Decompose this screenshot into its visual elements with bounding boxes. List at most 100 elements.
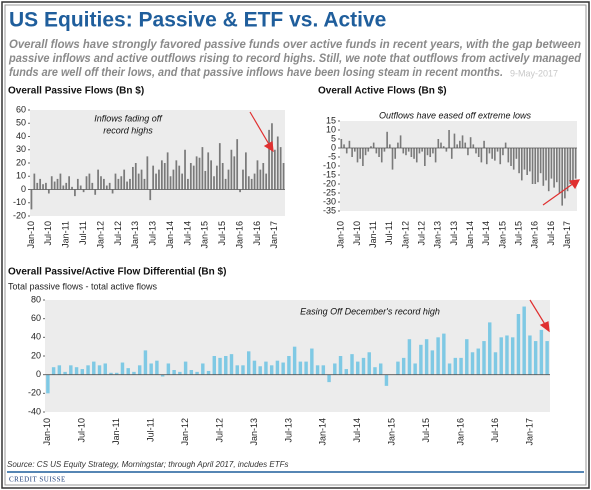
bar [507, 148, 510, 163]
bar [419, 344, 423, 375]
bar [426, 148, 429, 156]
bar [91, 182, 94, 190]
y-tick-label: 10 [326, 124, 336, 134]
bar [488, 322, 492, 375]
bar [292, 346, 297, 375]
bar [172, 169, 175, 190]
bar [76, 178, 79, 190]
x-tick-label: Jul-11 [146, 418, 156, 442]
bar [86, 365, 90, 375]
bar [264, 361, 268, 375]
bar [210, 160, 212, 190]
bar [195, 156, 198, 190]
bar [85, 176, 88, 190]
bar [169, 176, 172, 190]
x-tick-label: Jan-13 [433, 221, 443, 249]
x-tick-label: Jul-13 [148, 221, 158, 246]
bar [140, 169, 143, 190]
x-tick-label: Jan-11 [368, 221, 378, 248]
bar [146, 156, 149, 190]
bar [389, 144, 391, 148]
bar [545, 148, 547, 181]
plot-area [30, 110, 285, 216]
bar [315, 365, 320, 375]
bar [384, 374, 389, 386]
y-tick-label: -10 [13, 197, 26, 207]
bar [178, 371, 182, 375]
bar [456, 144, 458, 148]
x-tick-label: Jul-11 [78, 221, 88, 245]
bar [253, 173, 256, 190]
bar [36, 182, 39, 190]
bar [516, 314, 521, 375]
x-tick-label: Jul-15 [421, 418, 431, 443]
bar [436, 337, 440, 375]
chart-title: Overall Passive Flows (Bn $) [8, 86, 144, 97]
x-tick-label: Jan-16 [455, 418, 465, 446]
bar [413, 148, 415, 159]
x-tick-label: Jan-17 [562, 221, 572, 249]
bar [442, 146, 445, 148]
bar [212, 356, 217, 375]
bar [515, 148, 518, 159]
bar [504, 142, 507, 148]
bar [340, 139, 343, 148]
y-tick-label: -15 [323, 169, 336, 179]
y-tick-label: 0 [21, 184, 26, 194]
bar [410, 148, 413, 157]
bar [247, 351, 251, 375]
bar [236, 139, 239, 190]
y-tick-label: -40 [28, 406, 41, 416]
x-tick-label: Jan-16 [234, 221, 244, 249]
x-tick-label: Jan-15 [387, 418, 397, 446]
bar [134, 163, 137, 190]
bar [528, 335, 532, 375]
y-tick-label: 50 [16, 118, 26, 128]
bar [391, 148, 394, 170]
y-tick-label: 20 [31, 350, 41, 360]
x-tick-label: Jan-17 [269, 221, 279, 249]
bar [250, 178, 253, 190]
bar [399, 135, 402, 148]
bar [547, 148, 550, 192]
bar [192, 165, 195, 190]
bar [338, 356, 343, 375]
x-tick-label: Jul-10 [77, 418, 87, 443]
bar [350, 354, 354, 375]
bar [229, 354, 234, 375]
y-tick-label: -25 [323, 187, 336, 197]
x-tick-label: Jan-17 [524, 418, 534, 446]
bar [268, 129, 270, 190]
bar [566, 148, 569, 192]
y-tick-label: -20 [28, 388, 41, 398]
bar [181, 173, 183, 190]
x-tick-label: Jul-13 [283, 418, 293, 443]
bar [71, 186, 73, 190]
bar [518, 148, 520, 174]
bar [160, 374, 165, 377]
bar [574, 148, 577, 179]
bar [464, 142, 467, 148]
y-tick-label: 20 [16, 157, 26, 167]
bar [137, 365, 142, 375]
y-tick-label: -5 [328, 151, 336, 161]
y-tick-label: 80 [31, 294, 41, 304]
bar [354, 148, 356, 152]
bar [469, 137, 472, 148]
bar [553, 148, 555, 188]
bar [271, 123, 273, 190]
bar [265, 173, 268, 190]
bar [421, 148, 423, 152]
bar [80, 369, 85, 375]
bar [258, 366, 262, 375]
bar [69, 365, 73, 375]
bar [103, 363, 107, 375]
bar [520, 148, 523, 181]
chart-subtitle: Total passive flows - total active flows [8, 281, 158, 291]
bar [68, 176, 70, 190]
x-tick-label: Jan-14 [318, 418, 328, 446]
date: 9-May-2017 [510, 68, 558, 78]
arrow-head [263, 141, 274, 153]
bar [198, 157, 201, 190]
bar [402, 148, 405, 154]
